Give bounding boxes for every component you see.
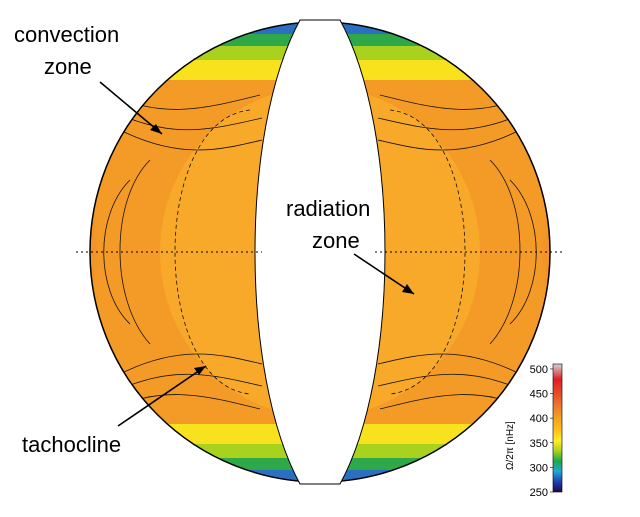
colorbar-tick-label: 300 (530, 462, 548, 474)
colorbar: Ω/2π [nHz] 500 450 400 350 300 250 (505, 363, 563, 499)
colorbar-title: Ω/2π [nHz] (505, 421, 516, 470)
convection-arrow-head (150, 124, 162, 134)
radiation-arrow-head (402, 284, 414, 294)
tachocline-label: tachocline (22, 432, 121, 457)
colorbar-tick-label: 350 (530, 438, 548, 450)
convection-arrow (99, 81, 163, 135)
radiation-zone-label-line1: radiation (286, 196, 370, 221)
tachocline-arrow (117, 365, 207, 427)
colorbar-tick-label: 250 (530, 487, 548, 499)
convection-zone-label-line2: zone (44, 54, 92, 79)
colorbar-tick-label: 450 (530, 389, 548, 401)
colorbar-scale (552, 363, 563, 493)
tachocline-arrow-head (194, 366, 206, 375)
radiation-zone-label-line2: zone (312, 228, 360, 253)
colorbar-tick-label: 500 (530, 364, 548, 376)
convection-zone-label-line1: convection (14, 22, 119, 47)
radiation-arrow (353, 253, 415, 295)
colorbar-tick-label: 400 (530, 413, 548, 425)
central-cut (254, 19, 386, 485)
